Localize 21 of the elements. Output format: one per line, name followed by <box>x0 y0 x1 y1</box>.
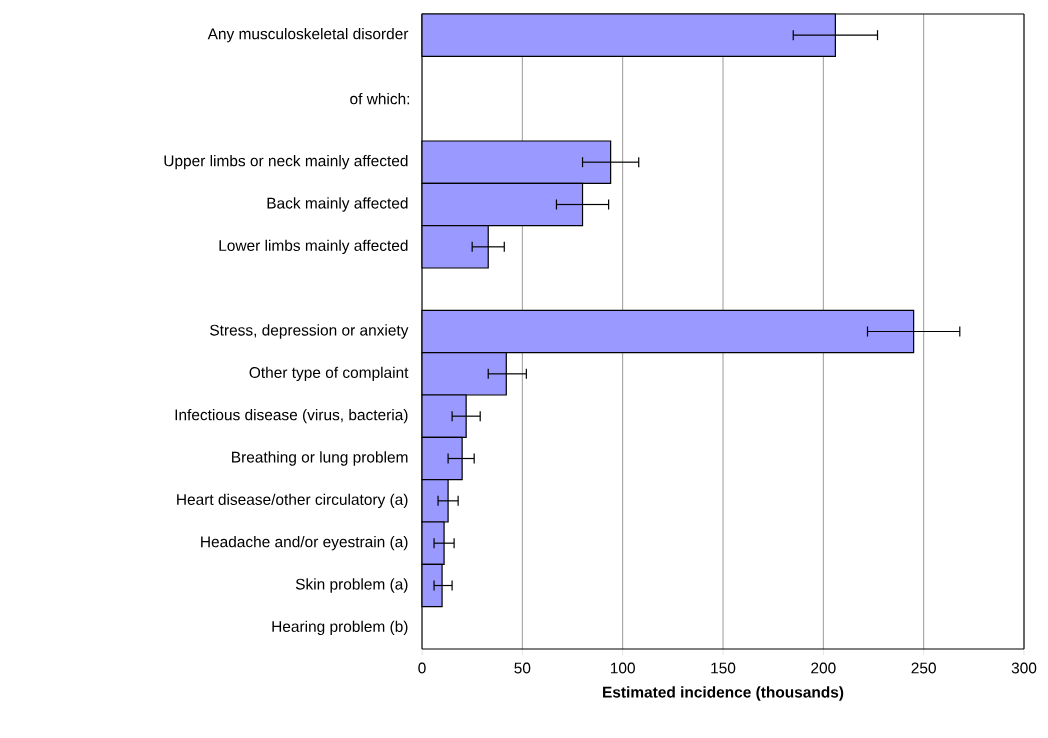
y-tick-label: Headache and/or eyestrain (a) <box>201 535 408 551</box>
x-tick-label: 150 <box>711 662 736 674</box>
x-tick-label: 250 <box>911 662 936 674</box>
y-tick-label: Back mainly affected <box>267 197 408 212</box>
x-tick-label: 100 <box>610 662 635 674</box>
y-tick-label: Other type of complaint <box>249 366 409 382</box>
y-tick-label: Skin problem (a) <box>295 578 408 593</box>
y-tick-label: Hearing problem (b) <box>272 620 408 636</box>
y-tick-label: Upper limbs or neck mainly affected <box>164 154 408 170</box>
y-tick-label: Infectious disease (virus, bacteria) <box>175 408 408 424</box>
y-tick-label: Stress, depression or anxiety <box>210 324 409 339</box>
x-tick-label: 50 <box>514 662 531 674</box>
y-tick-label: Lower limbs mainly affected <box>219 239 408 255</box>
x-tick-label: 0 <box>418 662 426 674</box>
x-tick-label: 300 <box>1011 662 1037 674</box>
text: of which: <box>350 93 410 105</box>
y-tick-label: Breathing or lung problem <box>232 451 408 466</box>
x-axis-title: Estimated incidence (thousands) <box>603 686 844 701</box>
x-tick-label: 200 <box>811 662 836 674</box>
y-tick-label: Any musculoskeletal disorder <box>207 27 409 43</box>
y-tick-label: Heart disease/other circulatory (a) <box>177 493 408 509</box>
